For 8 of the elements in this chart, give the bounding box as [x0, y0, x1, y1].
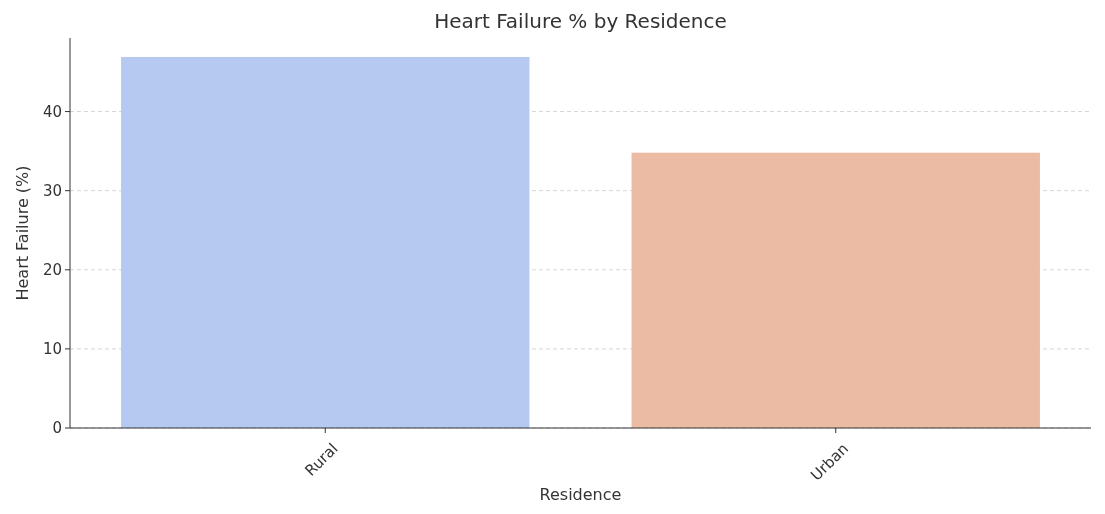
y-tick-label: 30	[42, 181, 62, 200]
y-tick-label: 0	[52, 419, 62, 438]
y-tick-label: 20	[42, 261, 62, 280]
y-axis-title: Heart Failure (%)	[13, 165, 32, 301]
y-tick-label: 10	[42, 340, 62, 359]
chart-title: Heart Failure % by Residence	[434, 9, 727, 33]
x-axis-title: Residence	[539, 485, 622, 504]
y-tick-label: 40	[42, 102, 62, 121]
